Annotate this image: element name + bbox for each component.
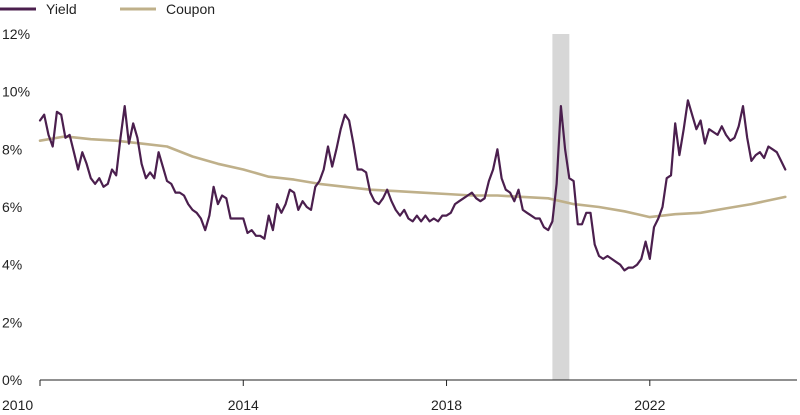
legend: Yield Coupon xyxy=(0,1,215,17)
y-tick-label: 2% xyxy=(2,314,22,330)
x-tick-label: 2022 xyxy=(634,397,665,413)
legend-item-coupon: Coupon xyxy=(120,1,215,17)
legend-label: Coupon xyxy=(166,1,215,17)
series-line-coupon xyxy=(38,135,787,219)
y-tick-label: 6% xyxy=(2,199,22,215)
x-tick-label: 2014 xyxy=(228,397,259,413)
shaded-region xyxy=(552,34,570,380)
y-tick-label: 8% xyxy=(2,141,22,157)
y-tick-label: 10% xyxy=(2,84,30,100)
y-tick-label: 12% xyxy=(2,26,30,42)
series-layer xyxy=(38,99,787,272)
y-tick-label: 4% xyxy=(2,257,22,273)
y-tick-label: 0% xyxy=(2,372,22,388)
legend-label: Yield xyxy=(46,1,77,17)
series-line-yield xyxy=(38,99,787,272)
shaded-region-layer xyxy=(552,34,570,380)
axis-layer: 2010 2014 2018 2022 0% 2% 4% 6% 8% 10% 12% xyxy=(2,26,797,413)
x-tick-label: 2018 xyxy=(431,397,462,413)
x-tick-label: 2010 xyxy=(2,397,33,413)
legend-item-yield: Yield xyxy=(0,1,77,17)
